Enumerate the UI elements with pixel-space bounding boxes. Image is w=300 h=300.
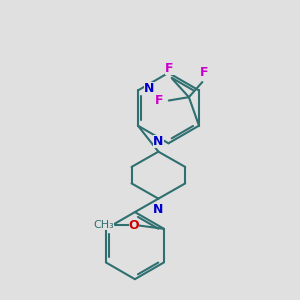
Text: F: F bbox=[200, 66, 208, 79]
Text: F: F bbox=[155, 94, 164, 107]
Text: N: N bbox=[144, 82, 154, 95]
Text: O: O bbox=[129, 219, 140, 232]
Text: N: N bbox=[153, 135, 164, 148]
Text: F: F bbox=[165, 62, 174, 75]
Text: N: N bbox=[153, 203, 164, 216]
Text: CH₃: CH₃ bbox=[93, 220, 114, 230]
